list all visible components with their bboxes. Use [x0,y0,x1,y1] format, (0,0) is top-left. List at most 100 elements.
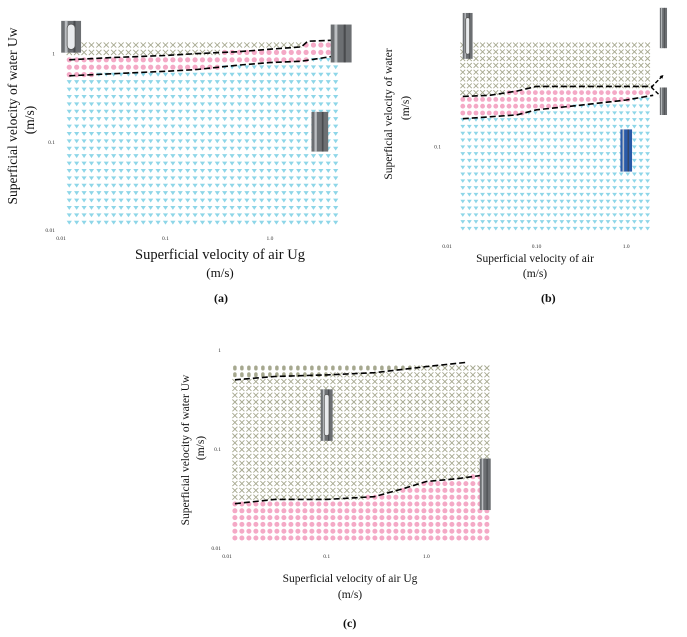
data-point [612,199,617,204]
data-point [428,399,434,405]
data-point [572,186,578,190]
data-point [310,191,317,196]
data-point [539,131,545,136]
data-point [309,446,315,453]
data-point [295,419,301,426]
data-point [470,371,476,378]
data-point [435,494,441,500]
data-point [473,186,479,190]
data-point [281,433,287,439]
data-point [337,405,343,412]
data-point [456,426,462,433]
data-point [281,168,287,173]
data-point [638,131,644,136]
data-point [393,453,399,460]
data-point [303,124,309,129]
data-point [552,55,558,62]
data-point [81,102,87,107]
data-point [325,205,331,210]
data-point [539,69,545,75]
chart-c-ylabel-line1: Superficial velocity of water Uw [180,374,192,526]
data-point [470,385,476,392]
data-point [435,515,441,521]
data-point [435,535,441,541]
data-point [539,152,545,156]
data-point [66,57,72,63]
data-point [281,405,287,412]
data-point [372,392,378,399]
data-point [229,139,235,144]
data-point [506,220,512,224]
data-point [449,494,455,500]
data-point [480,172,485,177]
data-point [631,145,637,149]
photo-frame [479,458,491,511]
data-point [618,179,624,183]
data-point [400,412,406,419]
data-point [260,405,266,412]
data-point [572,42,578,48]
data-point [428,371,434,378]
data-point [281,453,287,460]
data-point [338,365,342,371]
marker-field [66,42,339,225]
data-point [414,467,420,473]
data-point [631,76,638,82]
data-point [559,158,565,163]
data-point [358,508,364,514]
data-point [499,76,506,82]
data-point [631,179,637,183]
data-point [449,419,455,426]
data-point [266,87,272,92]
data-point [393,392,399,399]
data-point [259,109,265,114]
data-point [111,146,117,151]
data-point [155,94,161,99]
data-point [379,494,385,500]
data-point [499,42,506,48]
data-point [66,205,72,210]
data-point [592,213,598,217]
data-point [309,439,315,446]
data-point [337,433,343,439]
data-point [519,152,525,156]
data-point [344,528,350,534]
data-point [365,473,371,480]
data-point [125,191,132,196]
data-point [366,365,370,371]
data-point [295,433,301,439]
data-point [239,494,245,501]
data-point [499,49,506,55]
data-point [251,57,257,63]
data-point [351,399,357,405]
data-point [611,42,618,48]
data-point [539,145,545,149]
data-point [111,124,117,129]
data-point [222,109,228,114]
data-point [309,467,315,473]
data-point [631,172,637,177]
data-point [449,501,455,507]
data-point [303,72,309,77]
data-point [428,446,434,453]
data-point [532,83,539,89]
data-point [414,426,420,433]
data-point [513,226,518,231]
data-point [103,198,109,203]
data-point [421,392,427,399]
data-point [281,467,287,473]
data-point [539,62,545,69]
data-point [638,186,644,190]
data-point [552,42,558,48]
data-point [519,131,525,136]
data-point [267,460,273,467]
data-point [333,131,339,136]
regime-boundary-1 [234,361,467,381]
data-point [318,65,324,70]
data-point [644,42,651,48]
data-point [118,213,124,218]
data-point [442,508,448,514]
slug-photo [659,7,668,49]
data-point [177,131,183,136]
data-point [344,487,350,494]
